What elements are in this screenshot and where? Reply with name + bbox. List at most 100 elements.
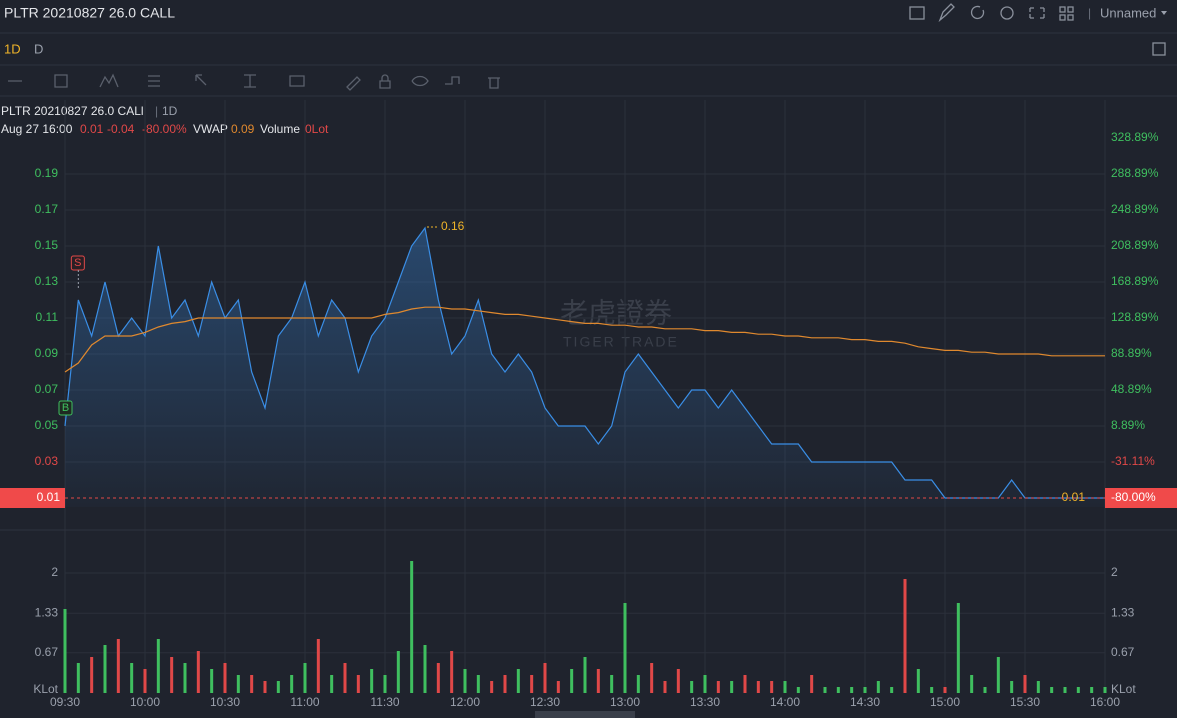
volume-bar xyxy=(343,663,347,693)
volume-bar xyxy=(236,675,240,693)
volume-bar xyxy=(703,675,707,693)
volume-bar xyxy=(876,681,880,693)
volume-bar xyxy=(663,681,667,693)
expand[interactable] xyxy=(1152,42,1166,56)
y2-tick-label: 328.89% xyxy=(1111,130,1159,144)
x-tick-label: 14:30 xyxy=(850,695,880,709)
x-tick-label: 15:30 xyxy=(1010,695,1040,709)
volume-bar xyxy=(716,681,720,693)
volume-bar xyxy=(943,687,947,693)
volume-bar xyxy=(743,675,747,693)
x-tick-label: 09:30 xyxy=(50,695,80,709)
volume-bar xyxy=(303,663,307,693)
volume-bar xyxy=(770,681,774,693)
volume-bar xyxy=(143,669,147,693)
volume-bar xyxy=(1050,687,1054,693)
volume-bar xyxy=(130,663,134,693)
x-tick-label: 16:00 xyxy=(1090,695,1120,709)
volume-bar xyxy=(916,669,920,693)
volume-bar xyxy=(903,579,907,693)
layout-name[interactable]: Unnamed xyxy=(1100,5,1156,20)
volume-bar xyxy=(756,681,760,693)
x-tick-label: 13:00 xyxy=(610,695,640,709)
volume-bar xyxy=(463,669,467,693)
volume-bar xyxy=(623,603,627,693)
volume-bar xyxy=(223,663,227,693)
y2-tick-label: 8.89% xyxy=(1111,418,1145,432)
dropdown[interactable] xyxy=(1161,11,1167,15)
volume-bar xyxy=(1036,681,1040,693)
vol-tick-label-right: 1.33 xyxy=(1111,605,1135,619)
y-tick-label: 0.15 xyxy=(35,238,59,252)
high-label: 0.16 xyxy=(441,219,465,233)
scroll-handle xyxy=(535,711,635,718)
legend-symbol: PLTR 20210827 26.0 CALl xyxy=(1,104,144,118)
price-line xyxy=(64,226,1105,499)
buy-marker xyxy=(58,400,73,416)
volume-bar xyxy=(996,657,1000,693)
price-area xyxy=(65,228,1105,507)
x-tick-label: 11:00 xyxy=(290,695,319,709)
volume-bar xyxy=(356,675,360,693)
volume-bar xyxy=(596,669,600,693)
last-price-tag xyxy=(0,488,65,508)
watermark-cn: 老虎證券 xyxy=(560,297,672,328)
last-pct-label: -80.00% xyxy=(1111,490,1156,504)
volume-bar xyxy=(783,681,787,693)
volume-bar xyxy=(583,657,587,693)
volume-bar xyxy=(63,609,67,693)
grid xyxy=(64,100,1106,693)
y-tick-label: 0.13 xyxy=(35,274,59,288)
volume-bar xyxy=(823,687,827,693)
volume-bar xyxy=(183,663,187,693)
y-tick-label: 0.11 xyxy=(36,310,59,324)
title: PLTR 20210827 26.0 CALL xyxy=(4,5,175,21)
legend-period[interactable]: 1D xyxy=(162,104,178,118)
volume-bar xyxy=(850,687,854,693)
volume-bar xyxy=(476,675,480,693)
y2-tick-label: 208.89% xyxy=(1111,238,1159,252)
volume-bar xyxy=(690,681,694,693)
volume-bar xyxy=(423,645,427,693)
volume-bar xyxy=(316,639,320,693)
volume-bar xyxy=(116,639,120,693)
volume-bar xyxy=(530,675,534,693)
volume-bar xyxy=(156,639,160,693)
vol-tick-label: 1.33 xyxy=(35,605,59,619)
divider: | xyxy=(155,104,158,118)
volume-bar xyxy=(556,681,560,693)
volume-bar xyxy=(170,657,174,693)
y2-tick-label: 128.89% xyxy=(1111,310,1159,324)
volume-bar xyxy=(436,663,440,693)
y-tick-label: 0.09 xyxy=(35,346,59,360)
drawing-tools[interactable] xyxy=(8,73,500,91)
last-price-label: 0.01 xyxy=(37,490,61,504)
legend-time: Aug 27 16:00 xyxy=(1,122,73,136)
y-tick-label: 0.17 xyxy=(35,202,59,216)
volume-bar xyxy=(836,687,840,693)
volume-bar xyxy=(570,669,574,693)
volume-bar xyxy=(676,669,680,693)
legend-close: 0.01 xyxy=(80,122,104,136)
volume-bar xyxy=(263,681,267,693)
tab-active[interactable]: 1D xyxy=(4,41,21,56)
y2-tick-label: 88.89% xyxy=(1111,346,1152,360)
volume-bar xyxy=(1090,687,1094,693)
x-tick-label: 12:30 xyxy=(530,695,560,709)
volume-bar xyxy=(250,675,254,693)
volume-bar xyxy=(796,687,800,693)
legend-volume: 0Lot xyxy=(305,122,329,136)
volume-bar xyxy=(863,687,867,693)
volume-bar xyxy=(76,663,80,693)
divider: | xyxy=(1088,6,1091,20)
volume-bar xyxy=(450,651,454,693)
y-tick-label: 0.05 xyxy=(35,418,59,432)
volume-bar xyxy=(956,603,960,693)
volume-bar xyxy=(330,675,334,693)
tab[interactable]: D xyxy=(34,41,43,56)
volume-bar xyxy=(490,681,494,693)
y2-tick-label: 248.89% xyxy=(1111,202,1159,216)
legend-change-pct: -80.00% xyxy=(142,122,187,136)
toolbar-icons[interactable] xyxy=(909,3,1074,23)
